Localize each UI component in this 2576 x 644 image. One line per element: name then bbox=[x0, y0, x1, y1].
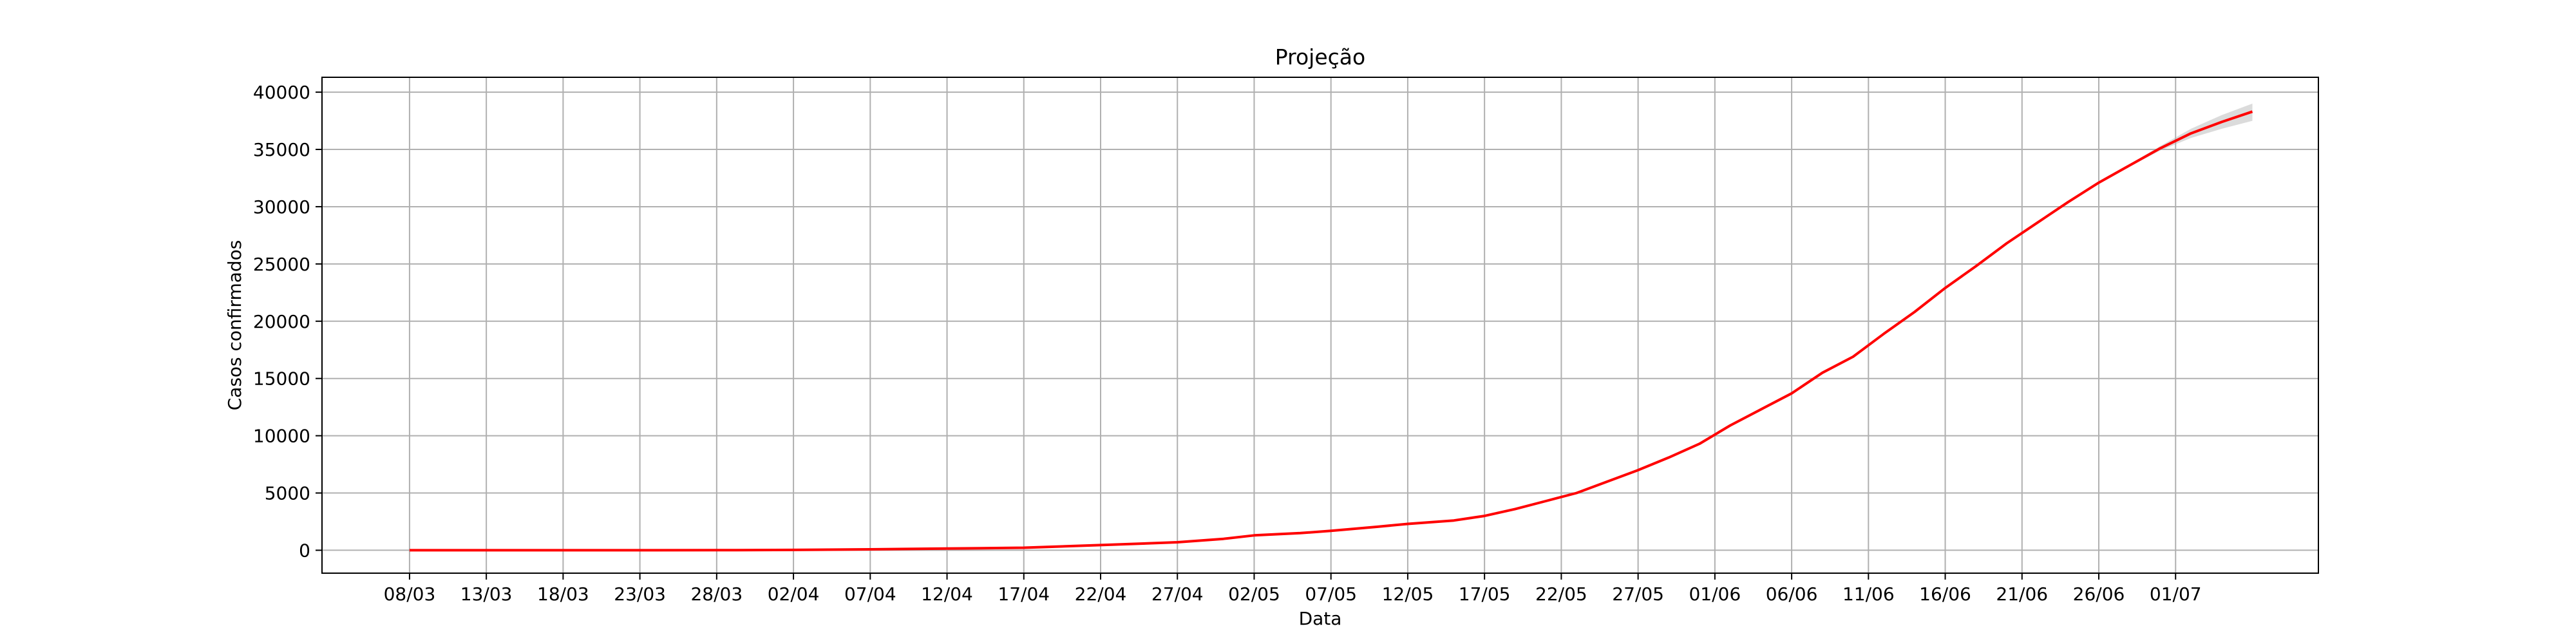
y-tick-label: 5000 bbox=[265, 483, 310, 504]
y-tick-label: 0 bbox=[299, 540, 310, 561]
y-axis-label: Casos confirmados bbox=[224, 240, 245, 411]
x-tick-label: 08/03 bbox=[384, 583, 436, 605]
chart-title: Projeção bbox=[1275, 44, 1365, 70]
y-tick-label: 15000 bbox=[253, 368, 310, 390]
x-tick-label: 11/06 bbox=[1842, 583, 1895, 605]
x-tick-label: 26/06 bbox=[2073, 583, 2125, 605]
confidence-band-area bbox=[2129, 103, 2253, 167]
x-tick-label: 01/06 bbox=[1689, 583, 1741, 605]
x-tick-label: 27/04 bbox=[1151, 583, 1204, 605]
x-tick-label: 13/03 bbox=[460, 583, 513, 605]
series-group bbox=[409, 110, 2253, 552]
grid bbox=[322, 77, 2318, 573]
plot-area bbox=[322, 77, 2318, 573]
x-tick-label: 17/04 bbox=[998, 583, 1050, 605]
x-tick-label: 16/06 bbox=[1919, 583, 1971, 605]
y-tick-label: 25000 bbox=[253, 254, 310, 275]
x-axis: 08/03 13/03 18/03 23/03 28/03 02/04 07/04 12/04… bbox=[384, 573, 2202, 605]
x-tick-label: 01/07 bbox=[2150, 583, 2202, 605]
y-tick-label: 10000 bbox=[253, 426, 310, 447]
x-tick-label: 28/03 bbox=[690, 583, 743, 605]
y-axis: 0 5000 10000 15000 20000 25000 30000 35000 40000 bbox=[253, 82, 322, 561]
x-tick-label: 07/05 bbox=[1305, 583, 1357, 605]
x-tick-label: 22/04 bbox=[1075, 583, 1127, 605]
x-tick-label: 23/03 bbox=[614, 583, 666, 605]
series-line bbox=[409, 110, 2253, 552]
x-axis-label: Data bbox=[1299, 608, 1342, 629]
x-tick-label: 06/06 bbox=[1766, 583, 1818, 605]
x-tick-label: 12/04 bbox=[921, 583, 973, 605]
y-tick-label: 30000 bbox=[253, 196, 310, 218]
x-tick-label: 17/05 bbox=[1459, 583, 1511, 605]
y-tick-label: 20000 bbox=[253, 311, 310, 332]
x-tick-label: 21/06 bbox=[1996, 583, 2048, 605]
x-tick-label: 02/05 bbox=[1228, 583, 1280, 605]
x-tick-label: 02/04 bbox=[768, 583, 820, 605]
x-tick-label: 22/05 bbox=[1535, 583, 1587, 605]
x-tick-label: 27/05 bbox=[1612, 583, 1664, 605]
y-tick-label: 40000 bbox=[253, 82, 310, 103]
x-tick-label: 18/03 bbox=[537, 583, 589, 605]
confidence-band bbox=[2129, 103, 2253, 167]
y-tick-label: 35000 bbox=[253, 139, 310, 160]
plot-frame bbox=[321, 77, 2319, 574]
x-tick-label: 07/04 bbox=[844, 583, 896, 605]
x-tick-label: 12/05 bbox=[1382, 583, 1434, 605]
